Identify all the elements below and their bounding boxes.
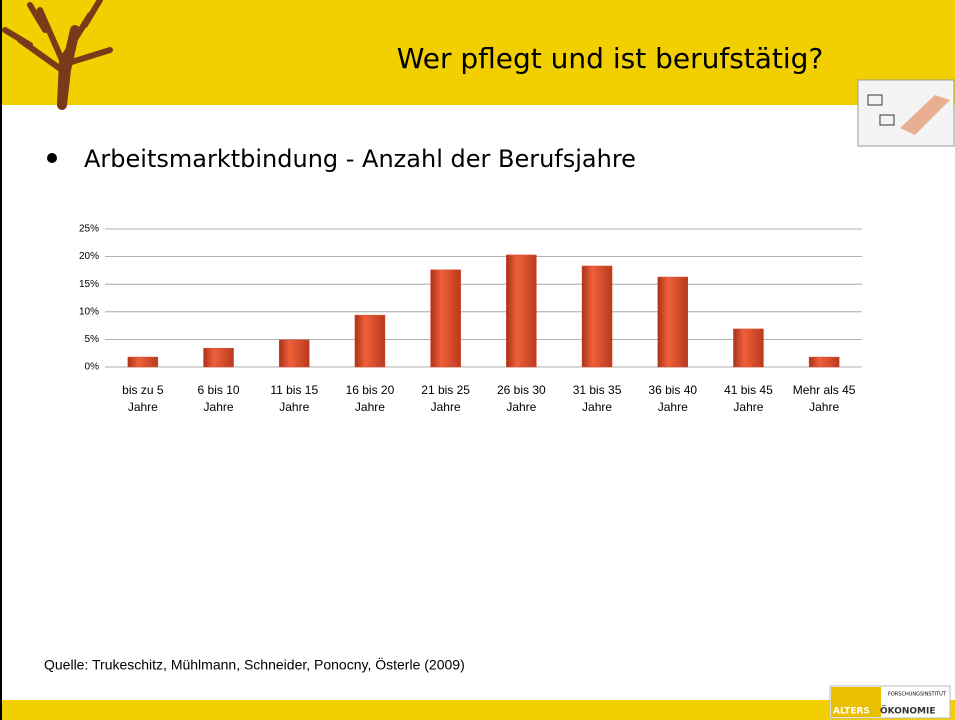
x-tick-label: Mehr als 45 Jahre <box>791 382 857 416</box>
bar <box>204 348 234 367</box>
footer-band <box>0 700 955 720</box>
bullet-dot <box>47 153 57 163</box>
bar <box>809 357 839 367</box>
x-tick-label: 26 bis 30 Jahre <box>488 382 554 416</box>
bar <box>431 270 461 367</box>
x-tick-label: 36 bis 40 Jahre <box>640 382 706 416</box>
bar <box>658 277 688 367</box>
bar <box>279 340 309 367</box>
bar <box>733 329 763 367</box>
bullet-text: Arbeitsmarktbindung - Anzahl der Berufsj… <box>84 145 636 173</box>
x-tick-label: bis zu 5 Jahre <box>110 382 176 416</box>
x-tick-label: 31 bis 35 Jahre <box>564 382 630 416</box>
x-tick-label: 41 bis 45 Jahre <box>715 382 781 416</box>
slide: Wer pflegt und ist berufstätig? Arbeitsm… <box>0 0 955 720</box>
x-tick-label: 11 bis 15 Jahre <box>261 382 327 416</box>
x-tick-label: 6 bis 10 Jahre <box>186 382 252 416</box>
y-tick-label: 20% <box>79 251 99 262</box>
chart: Wer pflegt und ist berufstätig? Arbeitsm… <box>0 0 955 720</box>
logo: FORSCHUNGSINSTITUT ALTERS ÖKONOMIE <box>830 686 950 718</box>
y-tick-label: 5% <box>85 334 100 345</box>
logo-word: ALTERS <box>833 707 870 717</box>
bar <box>582 266 612 367</box>
y-tick-label: 15% <box>79 279 99 290</box>
bar <box>355 315 385 367</box>
source: Quelle: Trukeschitz, Mühlmann, Schneider… <box>44 656 465 673</box>
bar <box>506 255 536 367</box>
logo-tag: FORSCHUNGSINSTITUT <box>888 692 947 698</box>
y-tick-label: 0% <box>85 362 100 373</box>
logo-word: ÖKONOMIE <box>880 706 936 717</box>
x-tick-label: 16 bis 20 Jahre <box>337 382 403 416</box>
y-tick-label: 25% <box>79 224 99 235</box>
y-tick-label: 10% <box>79 306 99 317</box>
checklist-image <box>858 80 954 146</box>
slide-title: Wer pflegt und ist berufstätig? <box>397 42 824 75</box>
bar <box>128 357 158 367</box>
x-tick-label: 21 bis 25 Jahre <box>413 382 479 416</box>
